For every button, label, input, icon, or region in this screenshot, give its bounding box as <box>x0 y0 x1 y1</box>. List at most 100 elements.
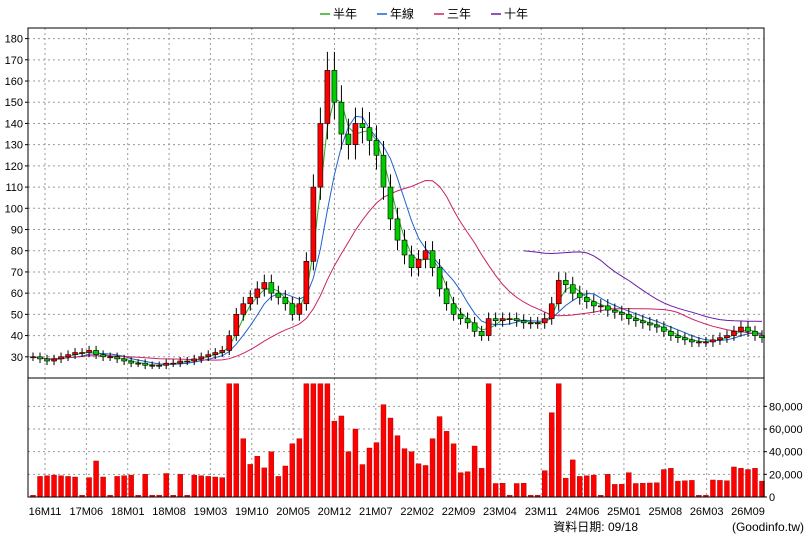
candle-body <box>212 352 219 355</box>
legend-label: 半年 <box>333 7 357 21</box>
volume-bar <box>408 451 415 498</box>
candle-body <box>135 362 141 365</box>
candle-body <box>219 350 226 353</box>
volume-bar <box>499 483 506 498</box>
volume-tick-label: 20,000 <box>769 469 803 481</box>
candle-body <box>142 362 148 366</box>
candle-body <box>275 292 282 298</box>
volume-bar <box>366 447 373 498</box>
candle-body <box>689 339 695 343</box>
volume-bar <box>619 483 625 498</box>
candle-body <box>324 70 331 124</box>
x-tick-label: 22M02 <box>400 506 434 518</box>
candle-body <box>72 352 78 355</box>
legend-label: 十年 <box>504 7 528 21</box>
price-grid <box>28 28 764 378</box>
legend-label: 年線 <box>390 6 414 21</box>
candle-body <box>611 309 618 313</box>
candle-body <box>640 320 646 324</box>
volume-bar <box>738 468 744 498</box>
volume-bar <box>724 480 730 498</box>
candle-body <box>30 356 36 359</box>
candle-body <box>163 362 169 366</box>
candle-body <box>499 318 506 322</box>
volume-bar <box>401 448 408 498</box>
volume-bar <box>219 477 225 498</box>
volume-bar <box>317 383 324 498</box>
candle-body <box>65 354 71 358</box>
candle-body <box>541 318 548 324</box>
volume-bar <box>44 475 50 498</box>
volume-bar <box>450 443 457 498</box>
volume-tick-label: 80,000 <box>769 401 803 413</box>
volume-tick-label: 0 <box>769 492 775 504</box>
candle-body <box>752 331 758 336</box>
volume-bar <box>254 456 261 498</box>
x-tick-label: 16M11 <box>29 506 62 518</box>
x-tick-label: 19M03 <box>194 506 228 518</box>
candle-body <box>240 303 247 315</box>
candle-body <box>338 101 345 135</box>
candle-body <box>422 250 429 260</box>
candle-body <box>121 358 127 362</box>
volume-bar <box>443 431 450 498</box>
x-tick-label: 25M08 <box>648 506 682 518</box>
legend: 半年 年線 三年 十年 <box>320 6 528 21</box>
candle-body <box>170 362 176 365</box>
price-tick-label: 70 <box>11 267 23 279</box>
volume-bar <box>72 476 78 498</box>
candle-body <box>597 305 604 308</box>
volume-bar <box>310 383 317 498</box>
price-tick-label: 40 <box>11 331 23 343</box>
volume-bar <box>485 383 492 498</box>
volume-bar <box>422 465 429 498</box>
candle-body <box>303 261 310 305</box>
volume-bar <box>268 451 275 498</box>
volume-bar <box>58 475 64 498</box>
volume-bar <box>577 476 583 498</box>
volume-bar <box>457 472 464 498</box>
volume-bars <box>30 383 765 498</box>
price-tick-label: 120 <box>5 161 23 173</box>
volume-bar <box>331 420 338 498</box>
volume-bar <box>296 438 303 498</box>
price-tick-label: 170 <box>5 55 23 67</box>
candle-body <box>457 314 464 319</box>
volume-bar <box>261 467 268 498</box>
volume-bar <box>233 383 239 498</box>
volume-bar <box>661 469 667 498</box>
candle-body <box>633 318 639 322</box>
candle-body <box>233 314 240 336</box>
volume-bar <box>282 465 289 498</box>
candle-body <box>583 297 590 302</box>
x-tick-label: 17M06 <box>70 506 104 518</box>
volume-bar <box>745 469 751 498</box>
ma-line <box>32 115 762 365</box>
candle-body <box>149 364 155 367</box>
candle-body <box>107 356 113 359</box>
price-tick-label: 140 <box>5 118 23 130</box>
price-tick-label: 30 <box>11 352 23 364</box>
candle-body <box>513 318 520 322</box>
volume-bar <box>689 480 695 498</box>
candle-body <box>485 318 492 336</box>
candle-body <box>408 254 415 268</box>
candle-body <box>331 70 338 103</box>
ma-line <box>32 179 763 361</box>
x-tick-label: 20M05 <box>276 506 310 518</box>
volume-bar <box>345 451 352 498</box>
price-tick-label: 50 <box>11 309 23 321</box>
candle-body <box>731 331 737 336</box>
candle-body <box>429 250 436 268</box>
volume-bar <box>478 468 485 498</box>
candle-body <box>359 123 366 128</box>
candle-body <box>745 326 751 332</box>
candle-body <box>51 358 57 362</box>
candle-body <box>44 358 50 362</box>
candle-body <box>387 186 394 220</box>
candle-body <box>668 331 674 336</box>
candle-body <box>724 335 730 338</box>
candle-body <box>128 360 134 364</box>
candle-body <box>261 282 268 290</box>
